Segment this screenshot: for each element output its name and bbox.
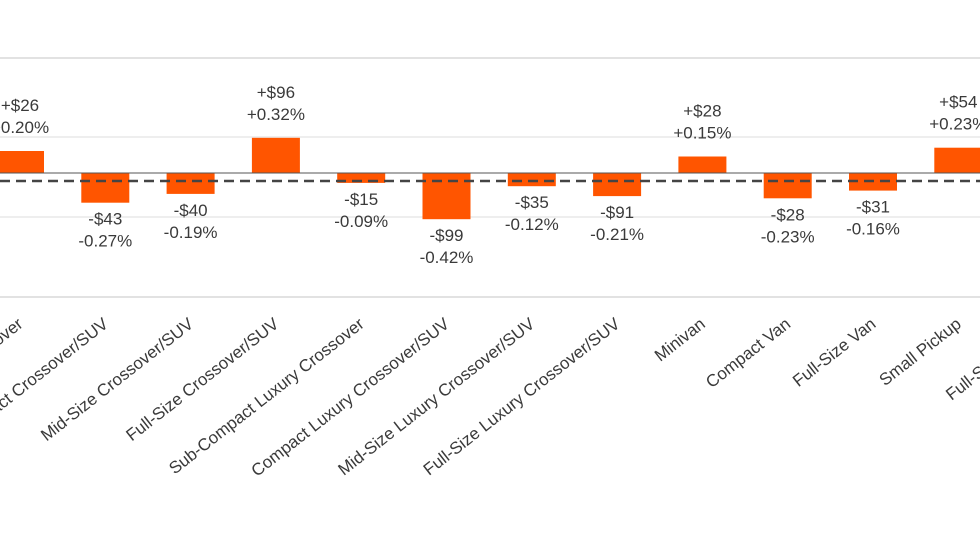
bar — [763, 173, 812, 199]
dollar-label: -$40 — [174, 201, 208, 220]
percent-label: -0.09% — [334, 212, 388, 231]
bar — [507, 173, 556, 187]
bar — [251, 137, 300, 173]
percent-label: -0.19% — [164, 223, 218, 242]
bar — [593, 173, 642, 197]
gridlines — [0, 57, 980, 298]
dollar-label: -$91 — [600, 203, 634, 222]
percent-label: -0.23% — [761, 227, 815, 246]
category-label: Small Pickup — [876, 314, 965, 389]
percent-label: -0.27% — [78, 232, 132, 251]
percent-label: +0.23% — [929, 115, 980, 134]
percent-label: -0.42% — [420, 248, 474, 267]
category-label: Full-Size Crossover/SUV — [123, 314, 283, 445]
dollar-label: -$43 — [88, 210, 122, 229]
bar — [337, 173, 386, 183]
dollar-label: -$99 — [429, 226, 463, 245]
data-labels: +$26 +0.20% -$43 -0.27% -$40 -0.19% +$96 +0.32%… — [0, 83, 980, 267]
percent-label: +0.32% — [247, 105, 305, 124]
percent-label: +0.15% — [673, 124, 731, 143]
dollar-label: +$96 — [257, 83, 295, 102]
percent-label: -0.21% — [590, 225, 644, 244]
dollar-label: +$26 — [1, 96, 39, 115]
percent-label: +0.20% — [0, 118, 49, 137]
bar — [166, 173, 215, 194]
bars — [0, 137, 980, 220]
bar — [934, 147, 980, 173]
dollar-label: -$31 — [856, 198, 890, 217]
dollar-label: +$54 — [939, 93, 977, 112]
bar — [678, 156, 727, 173]
percent-label: -0.16% — [846, 220, 900, 239]
percent-label: -0.12% — [505, 215, 559, 234]
dollar-label: -$28 — [771, 205, 805, 224]
bar — [422, 173, 471, 220]
dollar-label: -$35 — [515, 193, 549, 212]
category-label: Mid-Size Crossover/SUV — [37, 314, 197, 445]
category-label: Full-Size Van — [789, 314, 879, 390]
dollar-label: +$28 — [683, 102, 721, 121]
category-label: Compact Van — [702, 314, 794, 392]
bar — [81, 173, 130, 203]
dollar-label: -$15 — [344, 190, 378, 209]
category-label: Minivan — [651, 314, 709, 365]
bar — [0, 151, 44, 173]
